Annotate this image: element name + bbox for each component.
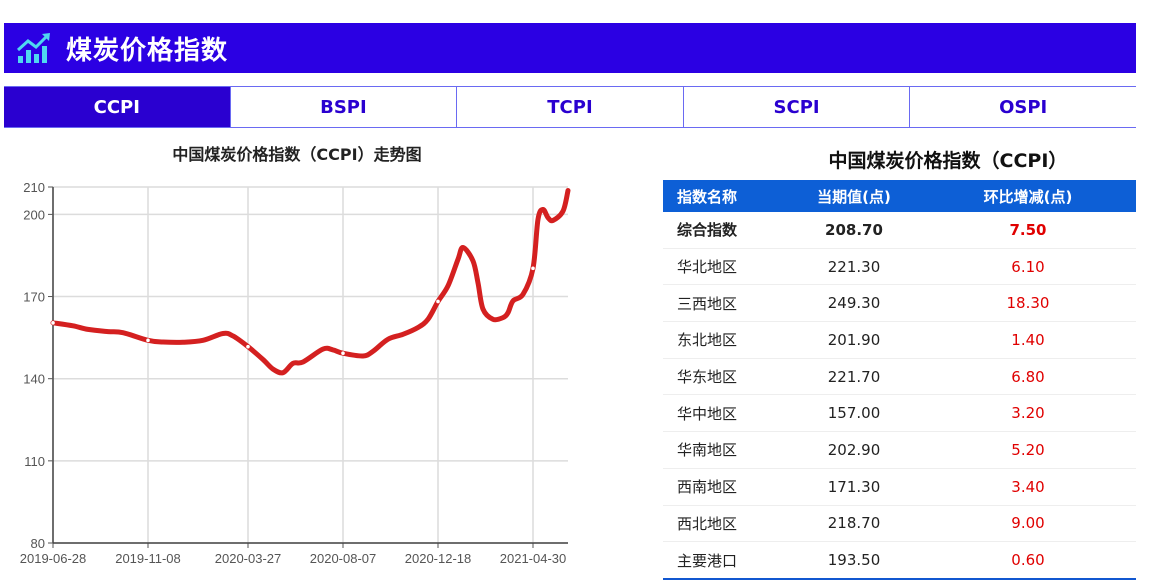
- tab-scpi[interactable]: SCPI: [683, 87, 910, 127]
- current-value-cell: 201.90: [788, 322, 920, 359]
- current-value-cell: 218.70: [788, 505, 920, 542]
- x-tick-label: 2020-03-27: [215, 551, 282, 566]
- x-tick-label: 2020-08-07: [310, 551, 377, 566]
- index-name-cell: 综合指数: [663, 212, 788, 248]
- data-point: [436, 300, 440, 304]
- index-name-cell: 东北地区: [663, 322, 788, 359]
- change-value-cell: 1.40: [920, 322, 1136, 359]
- change-value-cell: 3.20: [920, 395, 1136, 432]
- y-tick-label: 110: [24, 454, 45, 469]
- change-value-cell: 7.50: [920, 212, 1136, 248]
- tab-ccpi[interactable]: CCPI: [4, 87, 230, 127]
- y-tick-label: 140: [23, 372, 45, 387]
- y-tick-label: 80: [31, 536, 45, 551]
- index-name-cell: 主要港口: [663, 542, 788, 579]
- index-name-cell: 华中地区: [663, 395, 788, 432]
- y-tick-label: 210: [23, 180, 45, 195]
- column-header-name: 指数名称: [663, 180, 788, 212]
- table-title: 中国煤炭价格指数（CCPI）: [663, 146, 1165, 173]
- data-point: [146, 339, 150, 343]
- page-header: 煤炭价格指数: [4, 23, 1136, 73]
- change-value-cell: 6.10: [920, 248, 1136, 285]
- x-tick-label: 2020-12-18: [405, 551, 472, 566]
- column-header-change: 环比增减(点): [920, 180, 1136, 212]
- index-name-cell: 华南地区: [663, 432, 788, 469]
- change-value-cell: 0.60: [920, 542, 1136, 579]
- tab-ospi[interactable]: OSPI: [909, 87, 1136, 127]
- index-name-cell: 西南地区: [663, 468, 788, 505]
- change-value-cell: 18.30: [920, 285, 1136, 322]
- change-value-cell: 6.80: [920, 358, 1136, 395]
- index-name-cell: 华北地区: [663, 248, 788, 285]
- tab-bspi[interactable]: BSPI: [230, 87, 457, 127]
- x-tick-label: 2019-06-28: [20, 551, 87, 566]
- current-value-cell: 221.30: [788, 248, 920, 285]
- current-value-cell: 221.70: [788, 358, 920, 395]
- index-name-cell: 华东地区: [663, 358, 788, 395]
- index-name-cell: 三西地区: [663, 285, 788, 322]
- data-point: [341, 351, 345, 355]
- chart-title: 中国煤炭价格指数（CCPI）走势图: [0, 141, 594, 165]
- current-value-cell: 171.30: [788, 468, 920, 505]
- index-name-cell: 西北地区: [663, 505, 788, 542]
- current-value-cell: 202.90: [788, 432, 920, 469]
- series-line: [53, 191, 568, 373]
- current-value-cell: 208.70: [788, 212, 920, 248]
- tab-tcpi[interactable]: TCPI: [456, 87, 683, 127]
- data-point: [51, 321, 55, 325]
- change-value-cell: 3.40: [920, 468, 1136, 505]
- x-tick-label: 2021-04-30: [500, 551, 567, 566]
- app-title: 煤炭价格指数: [66, 30, 228, 67]
- index-tabs: CCPI BSPI TCPI SCPI OSPI: [4, 86, 1136, 128]
- change-value-cell: 5.20: [920, 432, 1136, 469]
- current-value-cell: 157.00: [788, 395, 920, 432]
- ccpi-line-chart: 80 110 140 170 200 210 2019-06-28 2019-11-08 202…: [0, 140, 594, 575]
- y-tick-label: 200: [23, 207, 45, 222]
- change-value-cell: 9.00: [920, 505, 1136, 542]
- y-tick-label: 170: [23, 290, 45, 305]
- current-value-cell: 193.50: [788, 542, 920, 579]
- data-point: [531, 267, 535, 271]
- bar-chart-trend-icon: [16, 32, 52, 64]
- data-point: [246, 345, 250, 349]
- column-header-value: 当期值(点): [788, 180, 920, 212]
- x-tick-label: 2019-11-08: [115, 551, 181, 566]
- table-header-row: 指数名称 当期值(点) 环比增减(点): [663, 180, 1136, 212]
- current-value-cell: 249.30: [788, 285, 920, 322]
